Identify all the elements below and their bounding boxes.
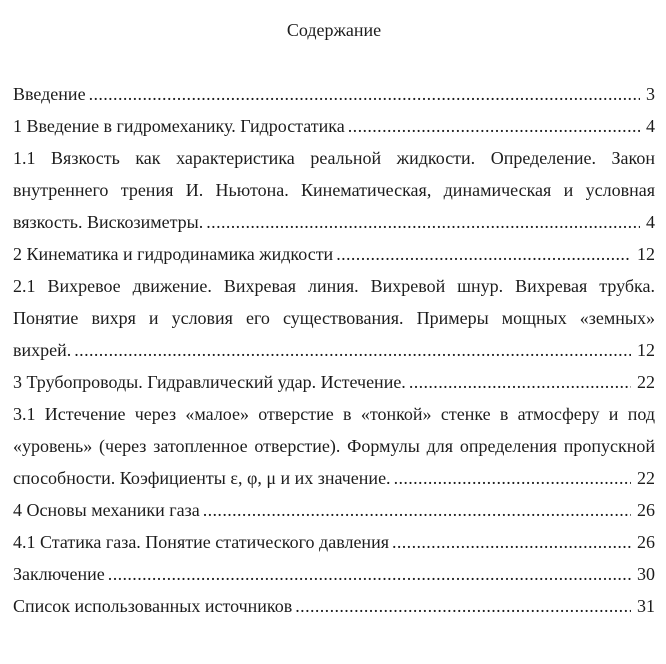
toc-entry-lastline: 3 Трубопроводы. Гидравлический удар. Ист… — [13, 366, 655, 398]
toc-entry-text: 1 Введение в гидромеханику. Гидростатика — [13, 116, 345, 136]
toc-entry-text: 4.1 Статика газа. Понятие статического д… — [13, 532, 389, 552]
dot-leader: ........................................… — [88, 84, 640, 104]
toc-entry: 4.1 Статика газа. Понятие статического д… — [13, 526, 655, 558]
dot-leader: ........................................… — [393, 468, 631, 488]
toc-entry-lastline: вязкость. Вискозиметры..................… — [13, 206, 655, 238]
toc-entry: 2 Кинематика и гидродинамика жидкости...… — [13, 238, 655, 270]
page-number: 3 — [646, 84, 655, 104]
toc-entry-text: Заключение — [13, 564, 105, 584]
dot-leader: ........................................… — [391, 532, 631, 552]
page-number: 26 — [637, 532, 655, 552]
toc-entry: 3 Трубопроводы. Гидравлический удар. Ист… — [13, 366, 655, 398]
toc-entry-lastline: 4 Основы механики газа..................… — [13, 494, 655, 526]
toc-entry-line: 2.1 Вихревое движение. Вихревая линия. В… — [13, 276, 655, 296]
toc-entry-lastline: 2 Кинематика и гидродинамика жидкости...… — [13, 238, 655, 270]
page-number: 26 — [637, 500, 655, 520]
page-number: 4 — [646, 116, 655, 136]
dot-leader: ........................................… — [206, 212, 640, 232]
toc-entry-text: 3 Трубопроводы. Гидравлический удар. Ист… — [13, 372, 406, 392]
toc-entry-lastline: Список использованных источников........… — [13, 590, 655, 622]
toc-entry-lastline: 1 Введение в гидромеханику. Гидростатика… — [13, 110, 655, 142]
table-of-contents: Введение................................… — [13, 78, 655, 622]
dot-leader: ........................................… — [347, 116, 640, 136]
page-number: 22 — [637, 468, 655, 488]
dot-leader: ........................................… — [107, 564, 631, 584]
toc-entry: 4 Основы механики газа..................… — [13, 494, 655, 526]
page-title: Содержание — [286, 20, 382, 40]
dot-leader: ........................................… — [295, 596, 631, 616]
toc-entry-line: внутреннего трения И. Ньютона. Кинематич… — [13, 180, 655, 200]
dot-leader: ........................................… — [336, 244, 631, 264]
toc-entry: 1 Введение в гидромеханику. Гидростатика… — [13, 110, 655, 142]
toc-entry-lastline: 4.1 Статика газа. Понятие статического д… — [13, 526, 655, 558]
toc-entry-text: 2 Кинематика и гидродинамика жидкости — [13, 244, 334, 264]
toc-entry: 3.1 Истечение через «малое» отверстие в … — [13, 398, 655, 494]
dot-leader: ........................................… — [74, 340, 631, 360]
toc-entry: Заключение..............................… — [13, 558, 655, 590]
toc-entry-line: 3.1 Истечение через «малое» отверстие в … — [13, 404, 655, 424]
toc-entry-text: вязкость. Вискозиметры. — [13, 212, 204, 232]
page-number: 4 — [646, 212, 655, 232]
dot-leader: ........................................… — [202, 500, 631, 520]
toc-entry-lastline: Введение................................… — [13, 78, 655, 110]
toc-entry-lastline: вихрей..................................… — [13, 334, 655, 366]
toc-entry-text: вихрей. — [13, 340, 72, 360]
toc-entry-lastline: способности. Коэфициенты ε, φ, μ и их зн… — [13, 462, 655, 494]
page-number: 30 — [637, 564, 655, 584]
toc-entry: Список использованных источников........… — [13, 590, 655, 622]
page-number: 12 — [637, 244, 655, 264]
page-number: 12 — [637, 340, 655, 360]
toc-entry: 2.1 Вихревое движение. Вихревая линия. В… — [13, 270, 655, 366]
toc-entry-text: Список использованных источников — [13, 596, 293, 616]
page-number: 31 — [637, 596, 655, 616]
toc-entry-text: способности. Коэфициенты ε, φ, μ и их зн… — [13, 468, 391, 488]
toc-entry-line: Понятие вихря и условия его существовани… — [13, 308, 655, 328]
toc-entry: Введение................................… — [13, 78, 655, 110]
toc-entry: 1.1 Вязкость как характеристика реальной… — [13, 142, 655, 238]
toc-entry-line: 1.1 Вязкость как характеристика реальной… — [13, 148, 655, 168]
toc-entry-text: Введение — [13, 84, 86, 104]
dot-leader: ........................................… — [408, 372, 631, 392]
toc-entry-line: «уровень» (через затопленное отверстие).… — [13, 436, 655, 456]
toc-entry-text: 4 Основы механики газа — [13, 500, 200, 520]
toc-entry-lastline: Заключение..............................… — [13, 558, 655, 590]
page-number: 22 — [637, 372, 655, 392]
